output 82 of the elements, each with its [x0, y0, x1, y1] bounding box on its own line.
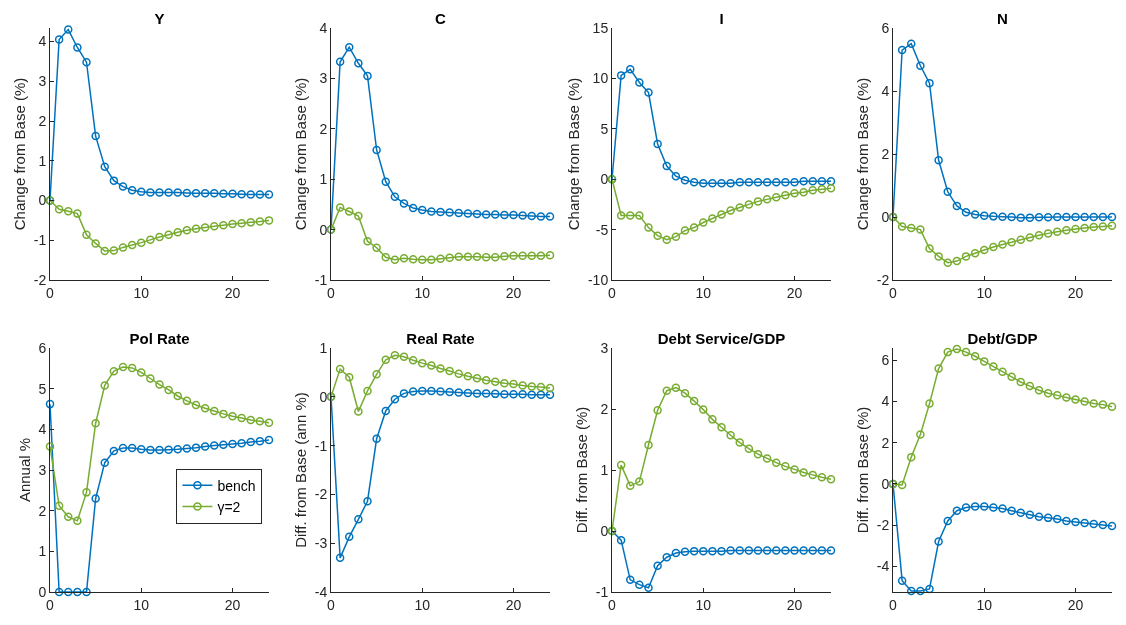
y-axis-title: Change from Base (%) — [11, 77, 28, 231]
y-tick-label: 0 — [600, 171, 609, 188]
y-tick-label: 15 — [592, 19, 609, 36]
y-tick-label: 3 — [38, 73, 47, 90]
y-axis-title: Change from Base (%) — [854, 77, 871, 231]
y-tick-label: 4 — [319, 19, 328, 36]
x-tick-label: 10 — [976, 596, 993, 613]
y-tick-label: -5 — [595, 221, 609, 238]
y-axis-title: Diff. from Base (%) — [573, 406, 590, 534]
y-tick-label: -4 — [314, 583, 328, 600]
y-tick-label: 2 — [881, 434, 890, 451]
legend-label: bench — [217, 477, 256, 494]
x-tick-label: 10 — [133, 596, 150, 613]
y-tick-label: 0 — [38, 192, 47, 209]
chart-title: Y — [154, 10, 165, 27]
y-tick-label: 3 — [600, 339, 609, 356]
x-tick-label: 20 — [786, 596, 803, 613]
y-tick-label: 0 — [600, 522, 609, 539]
y-tick-label: -1 — [33, 232, 47, 249]
x-tick-label: 10 — [414, 284, 431, 301]
y-tick-label: 5 — [600, 120, 609, 137]
chart-title: C — [435, 10, 447, 27]
y-tick-label: 1 — [38, 152, 47, 169]
y-tick-label: 0 — [38, 583, 47, 600]
y-tick-label: -2 — [876, 516, 890, 533]
y-axis-title: Diff. from Base (ann %) — [292, 392, 309, 548]
y-tick-label: 2 — [600, 400, 609, 417]
y-axis-title: Annual % — [15, 437, 33, 503]
y-tick-label: 3 — [38, 461, 47, 478]
x-tick-label: 20 — [224, 596, 241, 613]
y-tick-label: 1 — [38, 543, 47, 560]
legend-label: γ=2 — [217, 498, 241, 515]
x-tick-label: 20 — [224, 284, 241, 301]
y-tick-label: 4 — [38, 421, 47, 438]
y-tick-label: 4 — [38, 33, 47, 50]
y-tick-label: 2 — [38, 112, 47, 129]
x-tick-label: 10 — [414, 596, 431, 613]
y-tick-label: -2 — [33, 271, 47, 288]
y-tick-label: -1 — [314, 271, 328, 288]
x-tick-label: 20 — [1067, 284, 1084, 301]
y-tick-label: 10 — [592, 70, 609, 87]
y-tick-label: 2 — [319, 120, 328, 137]
y-tick-label: -2 — [314, 486, 328, 503]
y-tick-label: 2 — [881, 145, 890, 162]
y-tick-label: -2 — [876, 271, 890, 288]
y-tick-label: 0 — [881, 475, 890, 492]
y-tick-label: -3 — [314, 535, 328, 552]
y-tick-label: 4 — [881, 393, 890, 410]
y-tick-label: 6 — [881, 352, 890, 369]
y-tick-label: -10 — [587, 271, 609, 288]
y-tick-label: 4 — [881, 82, 890, 99]
y-tick-label: 6 — [38, 339, 47, 356]
y-tick-label: 1 — [600, 461, 609, 478]
y-tick-label: 1 — [319, 171, 328, 188]
y-tick-label: -1 — [314, 437, 328, 454]
y-tick-label: 3 — [319, 70, 328, 87]
x-tick-label: 10 — [133, 284, 150, 301]
y-tick-label: 5 — [38, 380, 47, 397]
y-tick-label: 2 — [38, 502, 47, 519]
x-tick-label: 20 — [505, 596, 522, 613]
x-tick-label: 10 — [695, 596, 712, 613]
chart-title: Debt Service/GDP — [657, 330, 786, 347]
y-tick-label: -1 — [595, 583, 609, 600]
x-tick-label: 10 — [695, 284, 712, 301]
x-tick-label: 20 — [1067, 596, 1084, 613]
y-tick-label: 1 — [319, 339, 328, 356]
y-axis-title: Diff. from Base (%) — [854, 406, 871, 534]
y-tick-label: -4 — [876, 558, 890, 575]
y-axis-title: Change from Base (%) — [292, 77, 309, 231]
y-tick-label: 0 — [881, 208, 890, 225]
chart-title: Pol Rate — [129, 330, 190, 347]
chart-title: Real Rate — [406, 330, 475, 347]
x-tick-label: 10 — [976, 284, 993, 301]
x-tick-label: 20 — [505, 284, 522, 301]
x-tick-label: 20 — [786, 284, 803, 301]
chart-title: Debt/GDP — [967, 330, 1038, 347]
y-tick-label: 0 — [319, 221, 328, 238]
chart-title: N — [997, 10, 1008, 27]
chart-title: I — [719, 10, 724, 27]
y-tick-label: 6 — [881, 19, 890, 36]
y-tick-label: 0 — [319, 388, 328, 405]
y-axis-title: Change from Base (%) — [565, 77, 583, 231]
